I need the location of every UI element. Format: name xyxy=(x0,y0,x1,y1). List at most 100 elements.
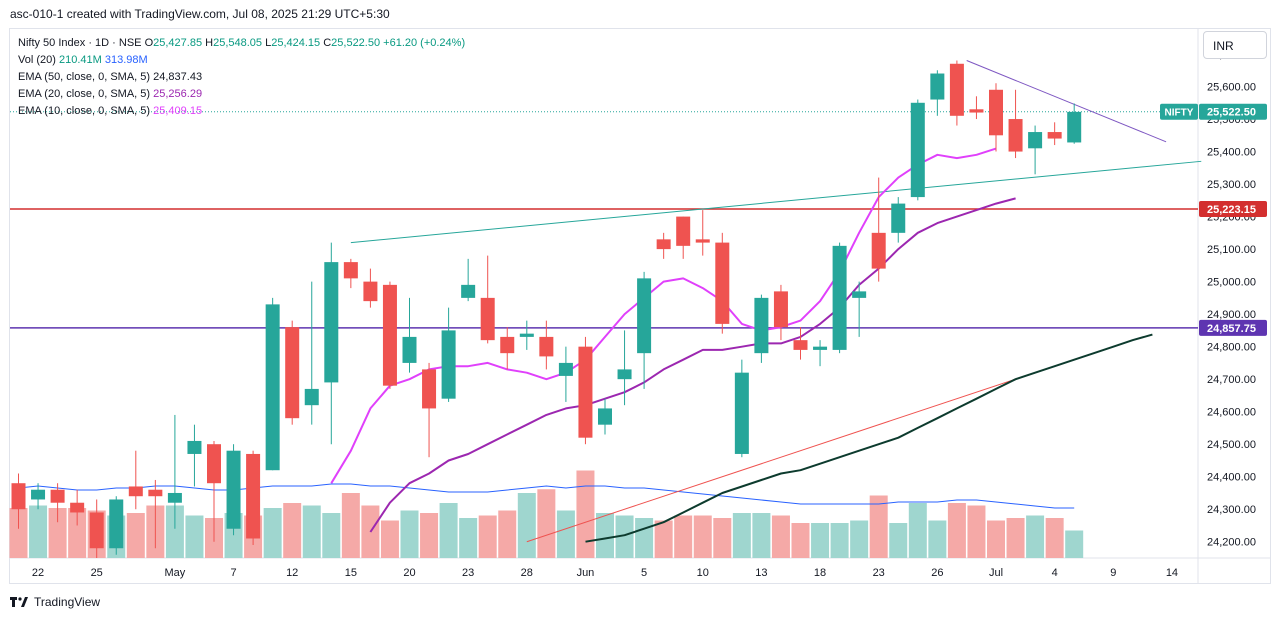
candle-body xyxy=(382,284,397,386)
price-tick-label: 24,500.00 xyxy=(1207,439,1256,451)
legend-vol-value: 210.41M xyxy=(58,54,102,66)
time-tick-label: 5 xyxy=(641,567,647,579)
chart-frame xyxy=(9,28,1271,584)
tradingview-logo-icon xyxy=(10,597,28,607)
candle-body xyxy=(617,369,632,380)
volume-bar xyxy=(596,513,614,558)
legend-volume-row[interactable]: Vol (20) 210.41M 313.98M xyxy=(18,52,465,69)
legend-symbol[interactable]: Nifty 50 Index · 1D · NSE xyxy=(18,37,142,49)
candle xyxy=(871,177,886,282)
candle xyxy=(558,346,573,402)
candle-body xyxy=(441,330,456,399)
candle xyxy=(324,242,339,445)
last-price-label: 25,522.50 xyxy=(1207,107,1256,119)
candle-body xyxy=(343,262,358,279)
candle xyxy=(754,294,769,363)
candle xyxy=(832,242,847,354)
volume-bar xyxy=(380,520,399,558)
candle xyxy=(402,297,417,373)
candle-body xyxy=(832,245,847,350)
candle-body xyxy=(578,346,593,438)
candle xyxy=(695,210,710,256)
candle xyxy=(422,362,437,458)
candle xyxy=(480,255,495,344)
time-tick-label: May xyxy=(165,567,186,579)
volume-bar xyxy=(947,503,966,558)
candle xyxy=(50,483,65,523)
volume-bar xyxy=(674,515,693,558)
candle xyxy=(715,232,730,334)
legend-ema50-row[interactable]: EMA (50, close, 0, SMA, 5) 24,837.43 xyxy=(18,69,465,86)
candle xyxy=(246,450,261,545)
candle xyxy=(852,281,867,337)
candle xyxy=(167,414,182,529)
candle-body xyxy=(11,483,26,510)
candle-body xyxy=(793,340,808,350)
legend-close: 25,522.50 xyxy=(331,37,381,49)
legend-change: +61.20 (+0.24%) xyxy=(383,37,466,49)
candle xyxy=(1047,122,1062,146)
candle-body xyxy=(246,453,261,539)
volume-bar xyxy=(635,518,654,558)
volume-bar xyxy=(459,518,478,558)
price-tick-label: 24,300.00 xyxy=(1207,504,1256,516)
legend-low-label: L xyxy=(265,37,272,49)
legend-ema20-row[interactable]: EMA (20, close, 0, SMA, 5) 25,256.29 xyxy=(18,86,465,103)
candle-body xyxy=(813,346,828,350)
volume-bar xyxy=(811,523,830,558)
volume-ma-line xyxy=(18,483,1075,509)
price-tick-label: 25,300.00 xyxy=(1207,179,1256,191)
volume-bar xyxy=(850,520,869,558)
volume-bar xyxy=(693,515,712,558)
candle xyxy=(734,359,749,458)
time-tick-label: 23 xyxy=(462,567,474,579)
candle-body xyxy=(695,239,710,243)
time-tick-label: 15 xyxy=(345,567,357,579)
candle-body xyxy=(598,408,612,425)
legend-ema20-value: 25,256.29 xyxy=(153,88,203,100)
volume-bar xyxy=(615,515,634,558)
volume-bar xyxy=(341,493,360,558)
candle xyxy=(598,398,612,435)
legend-vol-label: Vol (20) xyxy=(18,54,56,66)
volume-bar xyxy=(752,513,771,558)
candle-body xyxy=(207,444,221,484)
candle-body xyxy=(676,216,691,246)
candle xyxy=(930,70,945,116)
time-tick-label: 12 xyxy=(286,567,298,579)
candle xyxy=(637,271,652,389)
currency-selector[interactable]: INR xyxy=(1203,31,1267,59)
candle-body xyxy=(519,333,534,337)
candle-body xyxy=(910,102,925,198)
time-tick-label: 14 xyxy=(1166,567,1178,579)
candle-body xyxy=(637,278,652,354)
candle-body xyxy=(148,489,163,497)
legend-low: 25,424.15 xyxy=(271,37,321,49)
volume-bar xyxy=(928,520,947,558)
time-tick-label: 7 xyxy=(230,567,236,579)
candle-body xyxy=(402,336,417,363)
volume-bar xyxy=(556,510,575,558)
time-tick-label: 18 xyxy=(814,567,826,579)
legend-open: 25,427.85 xyxy=(153,37,203,49)
candle xyxy=(70,489,85,526)
chart-legend: Nifty 50 Index · 1D · NSE O25,427.85 H25… xyxy=(18,35,465,120)
candle-body xyxy=(226,450,241,529)
candle xyxy=(969,96,984,120)
candle-body xyxy=(773,291,788,328)
candle-body xyxy=(109,499,124,549)
volume-bar xyxy=(791,523,810,558)
volume-bar xyxy=(1045,518,1064,558)
candle-body xyxy=(852,291,867,298)
legend-ema10-row[interactable]: EMA (10, close, 0, SMA, 5) 25,409.15 xyxy=(18,103,465,120)
ema10-line xyxy=(330,147,997,484)
candle xyxy=(109,496,124,555)
volume-bar xyxy=(439,503,458,558)
candle xyxy=(1067,103,1082,144)
candle xyxy=(910,99,925,201)
footer-brand[interactable]: TradingView xyxy=(34,595,101,609)
candle-body xyxy=(871,232,886,269)
time-tick-label: 23 xyxy=(873,567,885,579)
volume-bar xyxy=(283,503,302,558)
